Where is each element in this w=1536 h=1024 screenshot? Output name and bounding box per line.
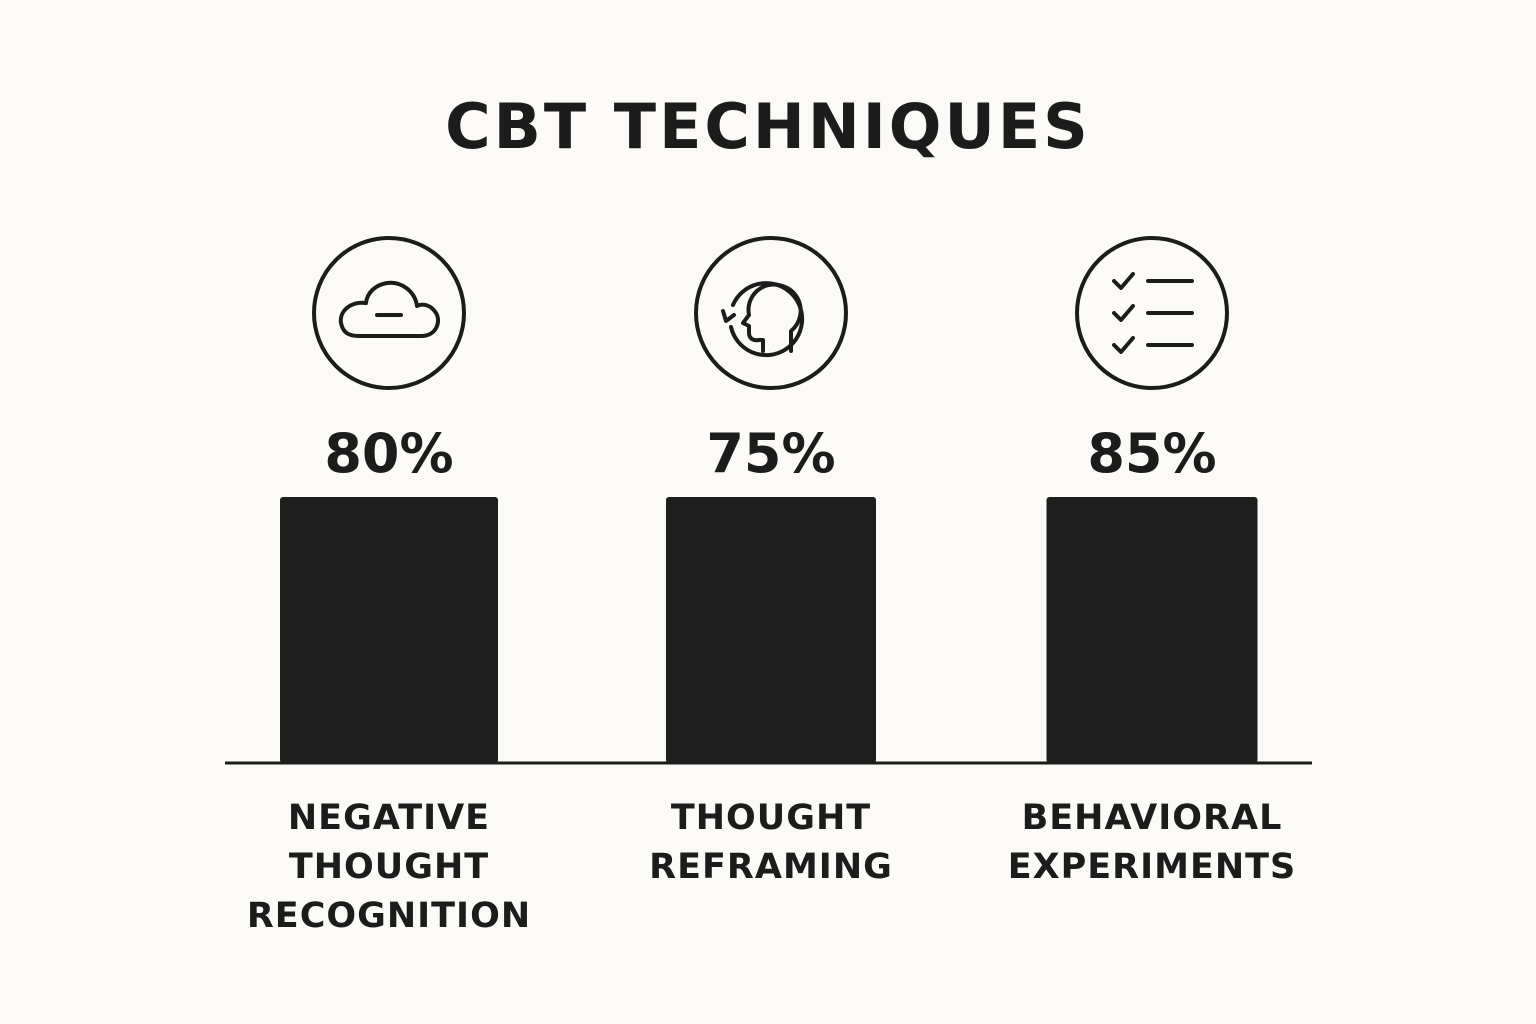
category-label-3: BEHAVIORAL EXPERIMENTS: [1008, 798, 1297, 887]
check-mark-3: [1112, 336, 1135, 354]
bar-3: [1046, 497, 1258, 763]
cloud-shape: [338, 280, 441, 338]
category-label-2: THOUGHT REFRAMING: [649, 798, 893, 887]
category-label-1: NEGATIVE THOUGHT RECOGNITION: [247, 798, 531, 936]
cloud-minus-icon: [312, 236, 466, 390]
check-mark-1: [1112, 272, 1135, 290]
value-label-3: 85%: [1087, 422, 1216, 485]
icon-ring: [694, 236, 848, 390]
refresh-arc: [729, 281, 805, 358]
icon-ring: [312, 236, 466, 390]
icon-ring: [1075, 236, 1229, 390]
value-label-1: 80%: [324, 422, 453, 485]
bar-2: [666, 497, 876, 763]
check-mark-2: [1112, 304, 1135, 322]
bar-1: [280, 497, 498, 763]
refresh-arrow: [721, 309, 736, 323]
value-label-2: 75%: [706, 422, 835, 485]
chart-marks: 80% NEGATIVE THOUGHT RECOGNITION 75% THOUGHT R…: [247, 236, 1297, 936]
checklist-icon: [1075, 236, 1229, 390]
chart-title: CBT TECHNIQUES: [445, 90, 1091, 163]
head-refresh-icon: [694, 236, 848, 390]
head-profile: [741, 282, 803, 353]
